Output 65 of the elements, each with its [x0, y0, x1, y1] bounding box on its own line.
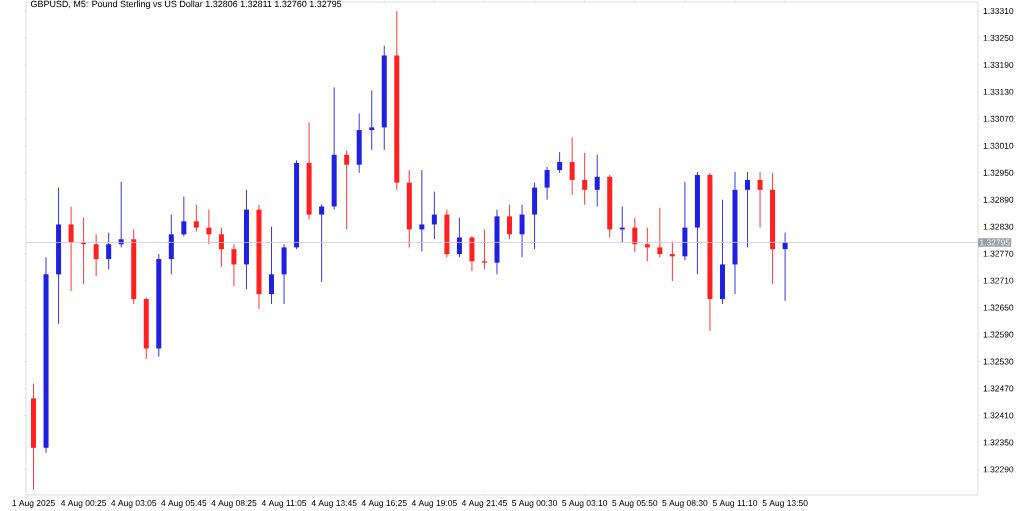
candlestick — [582, 152, 588, 206]
y-tick-label: 1.32410 — [983, 412, 1014, 419]
candlestick — [369, 90, 375, 151]
ref-line-label: 1.32795 — [980, 239, 1010, 246]
y-tick-label: 1.32290 — [983, 466, 1014, 473]
candlestick — [344, 149, 350, 230]
x-tick-label: 4 Aug 08:25 — [211, 500, 257, 508]
candlestick — [68, 206, 74, 292]
x-tick-label: 5 Aug 13:50 — [762, 500, 808, 508]
y-tick-label: 1.32830 — [983, 223, 1014, 230]
y-tick-label: 1.32770 — [983, 250, 1014, 257]
candlestick — [594, 154, 600, 207]
candlestick — [669, 241, 675, 282]
candlestick — [632, 217, 638, 253]
x-tick-label: 4 Aug 19:05 — [411, 500, 457, 508]
candlestick — [106, 232, 112, 270]
candlestick — [657, 207, 663, 258]
candlestick — [231, 243, 237, 287]
y-tick-label: 1.32350 — [983, 439, 1014, 446]
x-tick-label: 5 Aug 08:30 — [662, 500, 708, 508]
y-tick-label: 1.32590 — [983, 331, 1014, 338]
x-tick-label: 5 Aug 11:10 — [712, 500, 758, 508]
candlestick — [218, 227, 224, 268]
y-tick-label: 1.32890 — [983, 196, 1014, 203]
x-tick-label: 4 Aug 05:45 — [161, 500, 207, 508]
x-tick-label: 1 Aug 2025 — [12, 500, 55, 508]
candlestick — [456, 217, 462, 258]
y-tick-label: 1.33070 — [983, 115, 1014, 122]
x-tick-label: 4 Aug 03:05 — [111, 500, 157, 508]
chart-title: GBPUSD, M5: Pound Sterling vs US Dollar 1.32806 1.32811 1.32760 1.32795 — [30, 0, 342, 9]
candlestick — [419, 169, 425, 252]
y-tick-label: 1.32710 — [983, 277, 1014, 284]
candlestick — [181, 196, 187, 238]
candlestick — [569, 136, 575, 196]
y-tick-label: 1.33010 — [983, 142, 1014, 149]
y-tick-label: 1.32950 — [983, 169, 1014, 176]
candlestick — [507, 204, 513, 240]
x-tick-label: 4 Aug 13:45 — [311, 500, 357, 508]
y-tick-label: 1.32470 — [983, 385, 1014, 392]
candlestick — [644, 227, 650, 262]
x-tick-label: 5 Aug 03:10 — [562, 500, 608, 508]
x-tick-label: 4 Aug 21:45 — [461, 500, 507, 508]
candlestick — [431, 191, 437, 240]
x-tick-label: 4 Aug 11:05 — [261, 500, 307, 508]
candlestick — [757, 171, 763, 229]
y-tick-label: 1.33310 — [983, 7, 1014, 14]
x-tick-label: 5 Aug 05:50 — [612, 500, 658, 508]
x-tick-label: 5 Aug 00:30 — [512, 500, 558, 508]
candlestick — [557, 151, 563, 174]
candlestick — [481, 228, 487, 270]
y-tick-label: 1.33190 — [983, 61, 1014, 68]
candlestick — [93, 233, 99, 277]
candlestick — [469, 235, 475, 272]
x-tick-label: 4 Aug 16:25 — [361, 500, 407, 508]
y-tick-label: 1.32650 — [983, 304, 1014, 311]
x-tick-label: 4 Aug 00:25 — [60, 500, 107, 508]
candlestick — [519, 204, 525, 258]
candlestick — [269, 226, 275, 305]
y-tick-label: 1.33130 — [983, 88, 1014, 95]
candlestick — [745, 171, 751, 248]
candlestick — [544, 166, 550, 201]
y-tick-label: 1.32530 — [983, 358, 1014, 365]
candlestick — [193, 204, 199, 233]
candlestick — [319, 203, 325, 283]
y-tick-label: 1.33250 — [983, 34, 1014, 41]
